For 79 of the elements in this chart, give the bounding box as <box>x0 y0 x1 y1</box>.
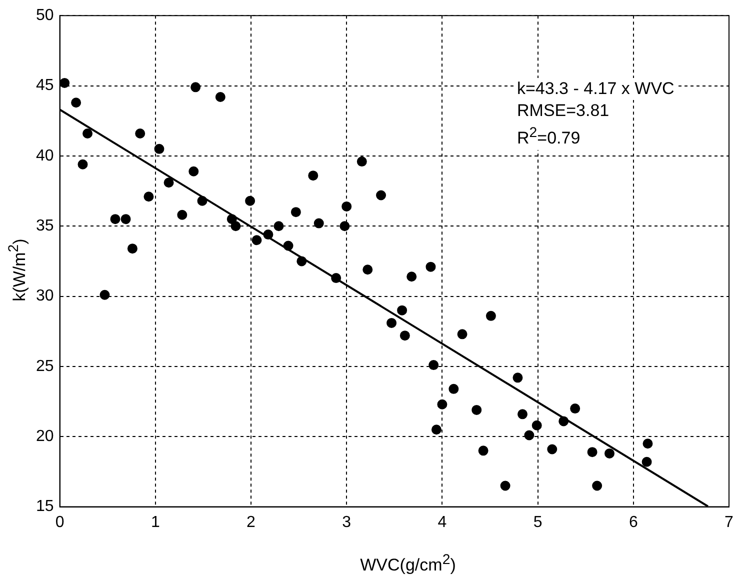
point <box>60 78 70 88</box>
y-tick-label: 40 <box>36 147 54 164</box>
point <box>512 372 523 383</box>
y-tick-label: 50 <box>36 7 54 24</box>
point <box>518 409 528 420</box>
point <box>274 221 284 232</box>
point <box>431 424 442 435</box>
y-tick-label: 20 <box>36 428 54 446</box>
point <box>177 210 188 220</box>
x-axis-title: WVC(g/cm$^{2}$) <box>359 552 457 576</box>
point <box>82 128 93 138</box>
x-tick-label: 7 <box>724 514 734 531</box>
point <box>524 430 534 440</box>
annotation: R$^{2}$=0.79 <box>515 122 582 150</box>
x-tick-label: 0 <box>55 514 64 531</box>
x-tick-label: 2 <box>246 514 256 531</box>
point <box>472 404 482 415</box>
point <box>154 144 164 154</box>
x-tick-label: 3 <box>342 514 352 531</box>
point <box>406 272 417 282</box>
point <box>397 305 408 316</box>
point <box>296 256 307 266</box>
y-tick-label: 45 <box>36 77 54 94</box>
point <box>642 456 652 467</box>
point <box>362 264 373 275</box>
point <box>558 416 569 426</box>
point <box>604 448 614 458</box>
point <box>164 178 174 188</box>
point <box>188 166 199 176</box>
y-tick-label: 25 <box>36 358 54 375</box>
point <box>127 244 138 254</box>
point <box>71 98 82 108</box>
point <box>426 262 436 272</box>
point <box>570 404 580 414</box>
point <box>314 218 324 228</box>
point <box>400 330 410 341</box>
y-tick-label: 15 <box>36 498 54 516</box>
point <box>500 480 510 491</box>
point <box>457 329 468 340</box>
x-tick-label: 4 <box>438 514 447 531</box>
point <box>340 221 350 232</box>
point <box>144 192 154 202</box>
point <box>331 273 342 284</box>
point <box>283 240 294 251</box>
x-tick-label: 6 <box>628 514 638 531</box>
y-tick-label: 35 <box>36 218 54 235</box>
point <box>642 438 653 449</box>
point <box>308 170 318 181</box>
point <box>263 230 274 240</box>
point <box>245 196 256 206</box>
x-tick-label: 1 <box>150 514 160 531</box>
point <box>197 196 208 206</box>
point <box>486 310 496 321</box>
point <box>587 447 598 458</box>
y-tick-label: 30 <box>36 288 54 305</box>
point <box>437 399 448 410</box>
annotation: RMSE=3.81 <box>515 100 612 122</box>
point <box>230 221 241 232</box>
point <box>448 384 459 394</box>
point <box>547 444 558 454</box>
point <box>135 128 146 138</box>
point <box>78 159 88 170</box>
point <box>356 156 367 167</box>
point <box>386 318 397 328</box>
point <box>252 235 262 246</box>
point <box>215 92 226 102</box>
point <box>478 446 488 456</box>
point <box>376 190 386 200</box>
point <box>120 214 131 224</box>
point <box>190 82 201 92</box>
point <box>100 290 110 300</box>
point <box>592 480 602 491</box>
x-tick-label: 5 <box>533 514 542 531</box>
annotation: k=43.3 - 4.17 x WVC <box>515 78 676 100</box>
point <box>532 420 542 430</box>
point <box>110 214 120 224</box>
point <box>428 360 439 370</box>
point <box>290 207 301 218</box>
point <box>342 201 352 212</box>
